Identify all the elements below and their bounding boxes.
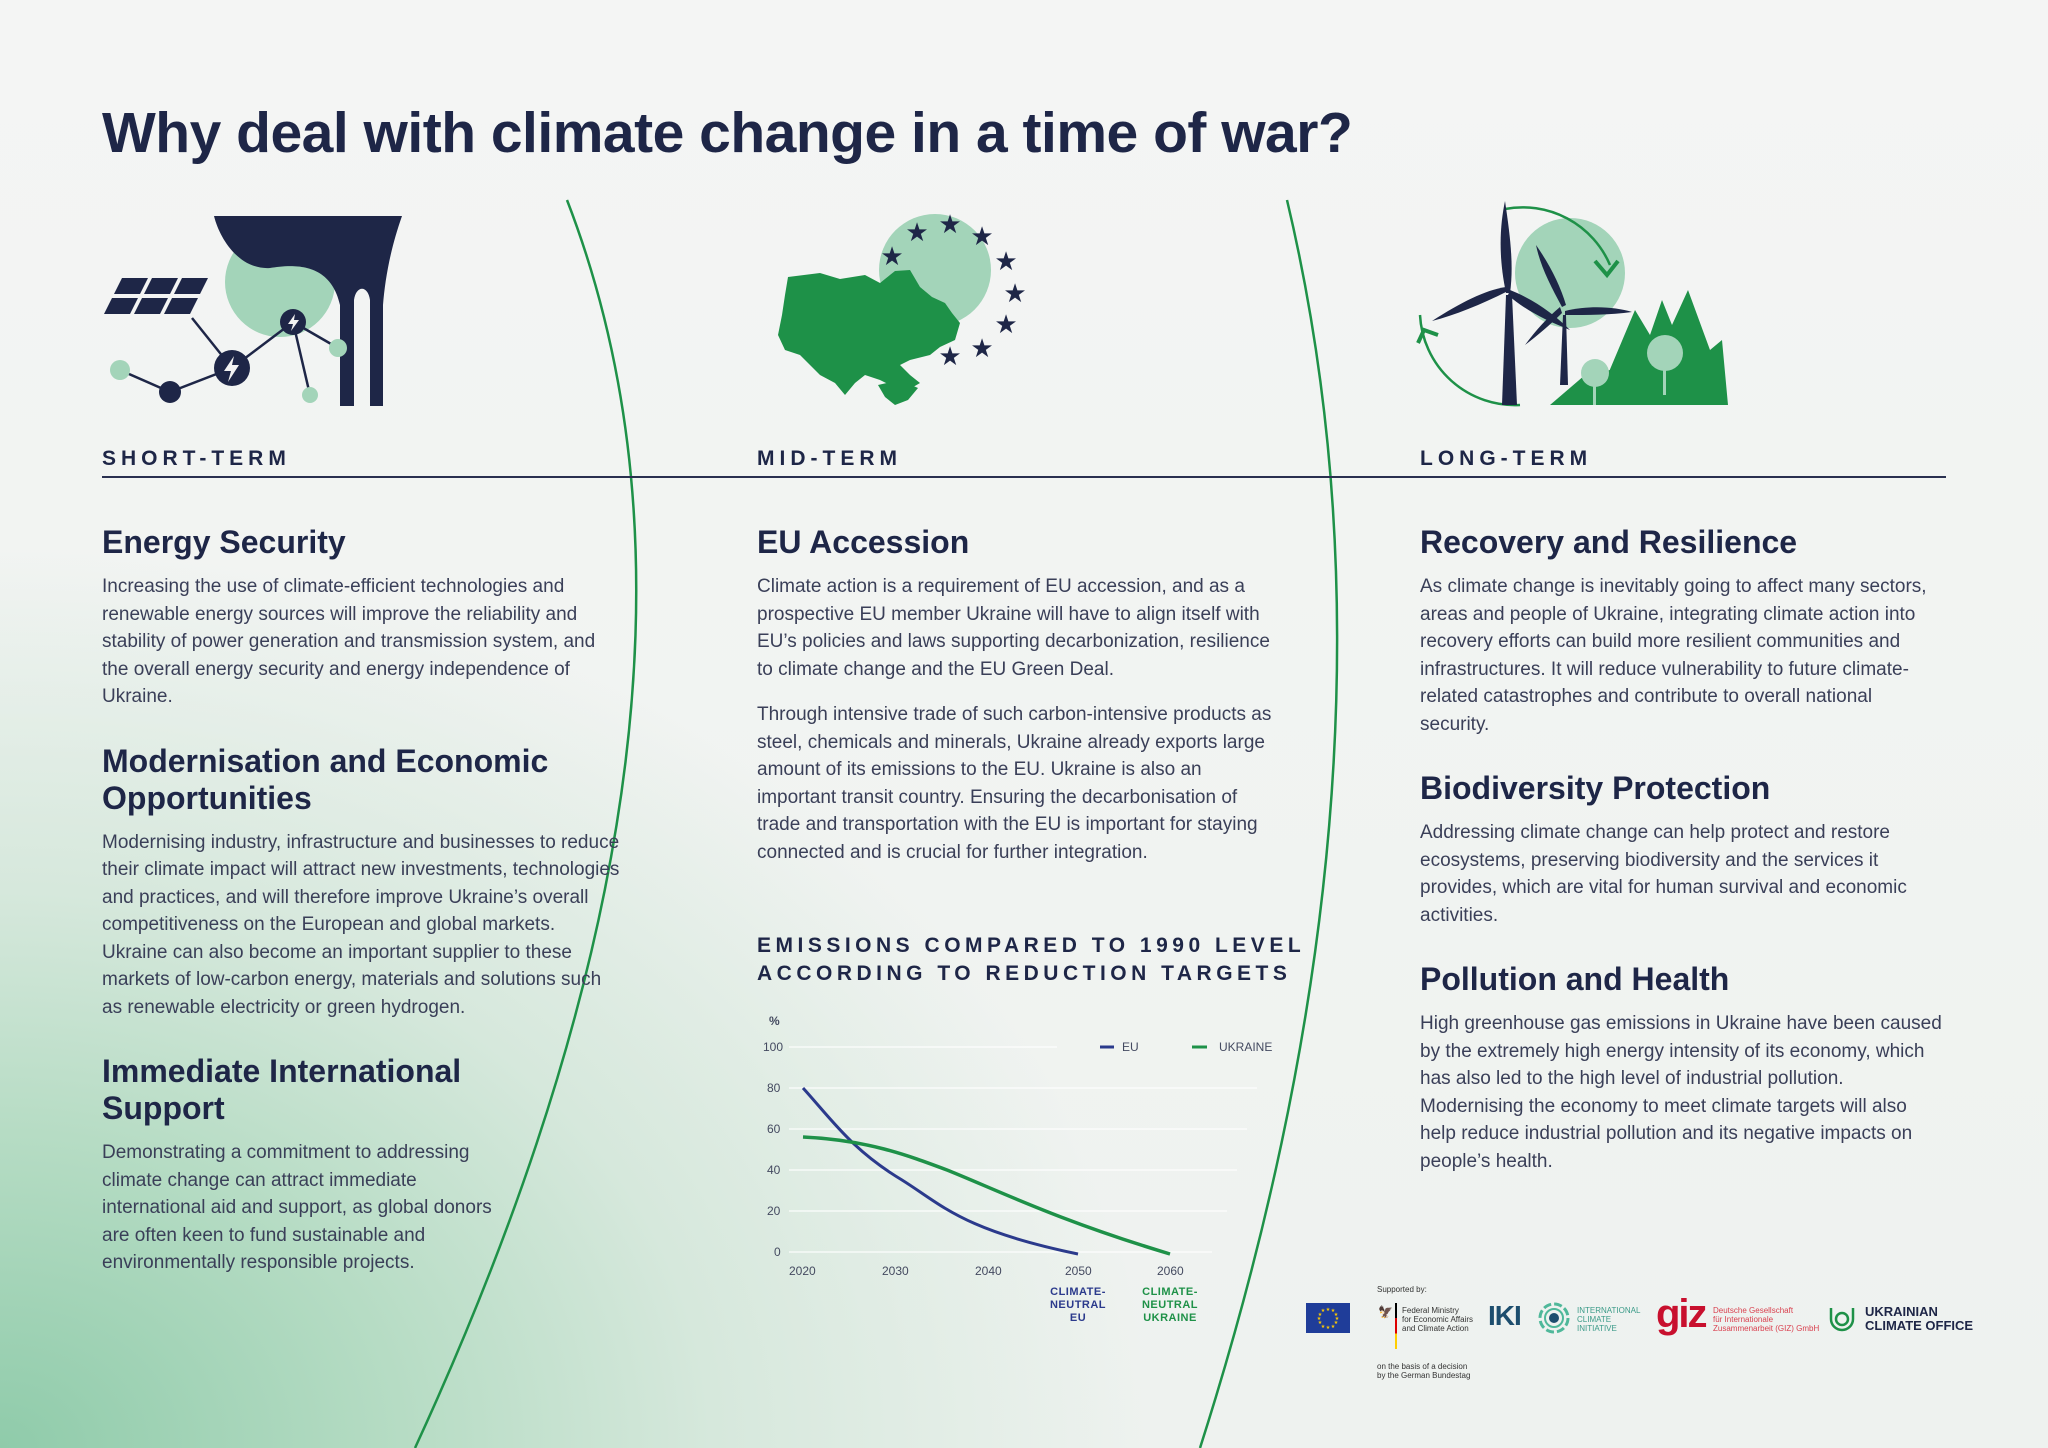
section-body-biodiversity: Addressing climate change can help prote…: [1420, 822, 1907, 926]
section-heading-modernisation: Modernisation and Economic Opportunities: [102, 742, 549, 816]
section-heading-pollution: Pollution and Health: [1420, 961, 1730, 997]
chart-plot-area: [789, 1045, 1257, 1256]
emissions-line-chart: % EU UKRAINE 100 80 60 40 20 0 2020 2030…: [757, 1010, 1297, 1330]
y-axis-unit: %: [769, 1014, 780, 1028]
giz-name: Deutsche Gesellschaft für Internationale…: [1713, 1306, 1820, 1333]
giz-logo: giz: [1656, 1292, 1708, 1336]
eu-flag-logo: ★ ★ ★ ★ ★ ★ ★ ★ ★ ★ ★ ★: [1306, 1303, 1350, 1333]
svg-text:★: ★: [1334, 1320, 1339, 1326]
svg-text:★: ★: [1326, 1307, 1331, 1313]
legend-ukraine: UKRAINE: [1219, 1040, 1273, 1054]
wind-turbines-forest-icon: [1416, 201, 1728, 407]
svg-text:★: ★: [880, 242, 903, 272]
supported-by-label: Supported by:: [1377, 1285, 1427, 1294]
section-body-energy-security: Increasing the use of climate-efficient …: [102, 576, 596, 707]
svg-text:★: ★: [1331, 1308, 1336, 1314]
section-body-modernisation: Modernising industry, infrastructure and…: [102, 831, 620, 1018]
svg-text:★: ★: [1326, 1325, 1331, 1331]
ukrainian-climate-office-name: UKRAINIAN CLIMATE OFFICE: [1865, 1304, 1974, 1333]
german-eagle-icon: 🦅: [1378, 1305, 1393, 1319]
annotation-climate-neutral-eu: CLIMATE- NEUTRAL EU: [1049, 1286, 1107, 1324]
annotation-climate-neutral-ukraine: CLIMATE- NEUTRAL UKRAINE: [1141, 1286, 1199, 1324]
svg-text:★: ★: [970, 334, 993, 364]
svg-text:★: ★: [1321, 1324, 1326, 1330]
iki-logo: IKI: [1488, 1300, 1522, 1331]
svg-text:★: ★: [938, 210, 961, 240]
ukrainian-climate-office-icon: [1829, 1308, 1855, 1332]
ukraine-map-eu-stars-icon: ★ ★ ★ ★ ★ ★ ★ ★ ★: [778, 210, 1027, 405]
section-heading-biodiversity: Biodiversity Protection: [1420, 770, 1771, 806]
column-label-long-term: LONG-TERM: [1420, 447, 1593, 470]
column-label-mid-term: MID-TERM: [757, 447, 902, 470]
header-divider: [102, 476, 1946, 478]
long-term-column: Recovery and Resilience As climate chang…: [1420, 524, 1945, 1207]
svg-text:★: ★: [1318, 1312, 1323, 1318]
svg-text:★: ★: [1331, 1324, 1336, 1330]
section-body-international-support: Demonstrating a commitment to addressing…: [102, 1142, 492, 1273]
svg-text:★: ★: [1317, 1316, 1322, 1322]
svg-text:★: ★: [970, 222, 993, 252]
svg-text:★: ★: [1335, 1316, 1340, 1322]
svg-text:★: ★: [994, 310, 1017, 340]
section-body-pollution: High greenhouse gas emissions in Ukraine…: [1420, 1013, 1942, 1172]
short-term-column: Energy Security Increasing the use of cl…: [102, 524, 622, 1309]
federal-ministry-logo: Federal Ministry for Economic Affairs an…: [1402, 1306, 1473, 1333]
iki-circle-icon: [1538, 1302, 1570, 1334]
svg-text:★: ★: [1318, 1320, 1323, 1326]
section-body-recovery: As climate change is inevitably going to…: [1420, 576, 1927, 735]
mid-term-column: EU Accession Climate action is a require…: [757, 524, 1272, 898]
svg-text:★: ★: [1334, 1312, 1339, 1318]
svg-text:★: ★: [1321, 1308, 1326, 1314]
page-title: Why deal with climate change in a time o…: [102, 101, 1353, 165]
section-body-eu-accession: Climate action is a requirement of EU ac…: [757, 576, 1270, 680]
svg-text:★: ★: [905, 218, 928, 248]
svg-text:★: ★: [994, 247, 1017, 277]
svg-text:★: ★: [938, 342, 961, 372]
legend-eu: EU: [1122, 1040, 1139, 1054]
section-heading-energy-security: Energy Security: [102, 524, 346, 560]
section-heading-international-support: Immediate International Support: [102, 1053, 462, 1126]
section-heading-recovery: Recovery and Resilience: [1420, 524, 1798, 560]
column-label-short-term: SHORT-TERM: [102, 447, 291, 470]
german-flag-bar: [1395, 1303, 1397, 1349]
bundestag-note: on the basis of a decision by the German…: [1377, 1362, 1471, 1380]
power-grid-solar-factory-icon: [104, 216, 402, 406]
svg-text:★: ★: [1003, 279, 1026, 309]
iki-name: INTERNATIONAL CLIMATE INITIATIVE: [1577, 1306, 1641, 1333]
section-heading-eu-accession: EU Accession: [757, 524, 970, 560]
section-body-eu-accession-trade: Through intensive trade of such carbon-i…: [757, 704, 1272, 863]
emissions-chart-title: EMISSIONS COMPARED TO 1990 LEVEL ACCORDI…: [757, 934, 1306, 985]
